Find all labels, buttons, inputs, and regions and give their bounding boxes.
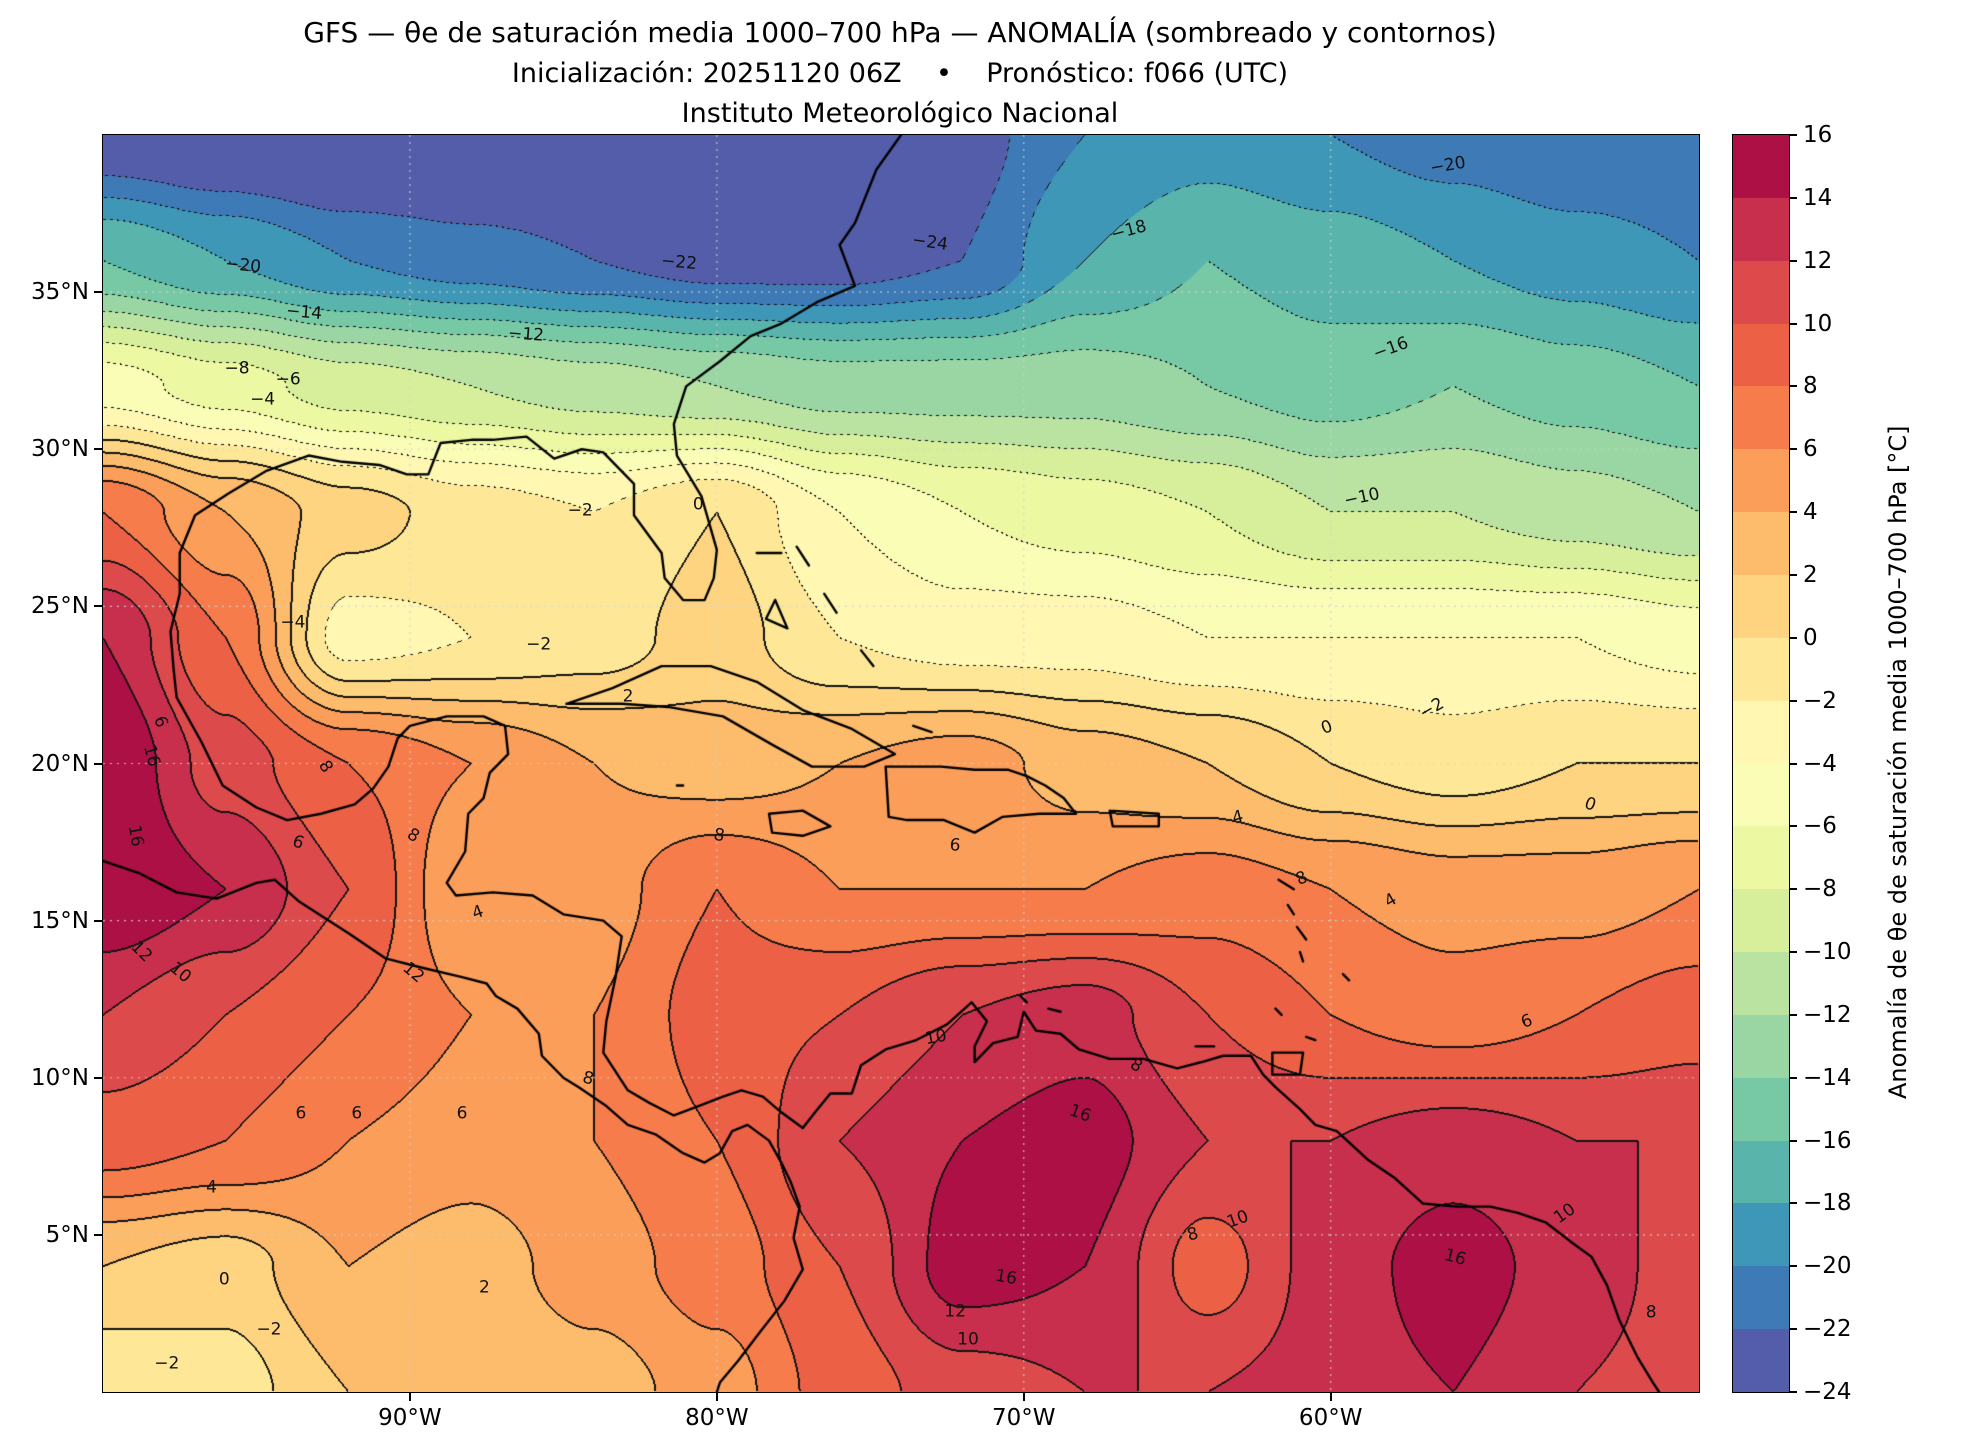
- x-tick-mark: [1329, 1392, 1332, 1401]
- colorbar-bands: [1733, 135, 1789, 1392]
- colorbar-band: [1733, 386, 1789, 450]
- colorbar-tick-mark: [1789, 1328, 1797, 1331]
- colorbar-label: Anomalía de θe de saturación media 1000–…: [1884, 425, 1912, 1100]
- x-tick-label: 70°W: [992, 1405, 1056, 1431]
- colorbar-tick-mark: [1789, 511, 1797, 514]
- colorbar-tick-mark: [1789, 1265, 1797, 1268]
- colorbar-tick-label: −18: [1803, 1190, 1852, 1217]
- colorbar-tick-mark: [1789, 825, 1797, 828]
- map-area: −20 −24 −22 −18 −20 −14 −12 −8 −6 −4 −16 −10 −2 0 −4 −2…: [31, 134, 1700, 1431]
- colorbar-tick-mark: [1789, 385, 1797, 388]
- colorbar-band: [1733, 1140, 1789, 1204]
- x-tick-mark: [408, 1392, 411, 1401]
- y-tick-mark: [94, 1076, 103, 1079]
- colorbar-tick-label: −20: [1803, 1253, 1852, 1280]
- colorbar-band: [1733, 135, 1789, 198]
- y-tick-mark: [94, 762, 103, 765]
- colorbar-band: [1733, 637, 1789, 701]
- y-tick-mark: [94, 291, 103, 294]
- colorbar-band: [1733, 826, 1789, 890]
- colorbar-tick-mark: [1789, 1076, 1797, 1079]
- x-tick-label: 90°W: [378, 1405, 442, 1431]
- colorbar-band: [1733, 449, 1789, 513]
- colorbar-band: [1733, 951, 1789, 1015]
- colorbar-band: [1733, 889, 1789, 952]
- y-tick-label: 5°N: [45, 1221, 89, 1248]
- y-tick-label: 35°N: [31, 279, 89, 306]
- colorbar-tick-mark: [1789, 636, 1797, 639]
- x-tick-label: 80°W: [685, 1405, 749, 1431]
- colorbar-band: [1733, 1014, 1789, 1078]
- colorbar-tick-mark: [1789, 259, 1797, 262]
- y-tick-label: 25°N: [31, 593, 89, 620]
- colorbar-tick-label: −24: [1803, 1379, 1852, 1405]
- colorbar-tick-label: 0: [1803, 624, 1818, 651]
- y-tick-mark: [94, 605, 103, 608]
- colorbar-tick-label: 10: [1803, 310, 1833, 337]
- colorbar-band: [1733, 1203, 1789, 1267]
- colorbar-tick-mark: [1789, 699, 1797, 702]
- colorbar-tick-label: 12: [1803, 247, 1833, 274]
- y-tick-mark: [94, 1233, 103, 1236]
- colorbar-tick-label: −2: [1803, 687, 1837, 714]
- colorbar-tick-label: −14: [1803, 1064, 1852, 1091]
- colorbar-tick-label: −6: [1803, 813, 1837, 840]
- x-tick-mark: [715, 1392, 718, 1401]
- colorbar-tick-mark: [1789, 322, 1797, 325]
- colorbar-band: [1733, 260, 1789, 324]
- y-tick-mark: [94, 919, 103, 922]
- colorbar-band: [1733, 700, 1789, 764]
- colorbar-tick-mark: [1789, 1139, 1797, 1142]
- title-init-forecast: Inicialización: 20251120 06Z • Pronóstic…: [511, 58, 1289, 89]
- colorbar-tick-label: 4: [1803, 499, 1818, 526]
- colorbar-tick-label: 2: [1803, 561, 1818, 588]
- colorbar-tick-mark: [1789, 1013, 1797, 1016]
- colorbar-tick-label: 6: [1803, 436, 1818, 463]
- colorbar-tick-label: −12: [1803, 1001, 1852, 1028]
- colorbar-tick-label: −16: [1803, 1127, 1852, 1154]
- colorbar-tick-label: 14: [1803, 184, 1833, 211]
- colorbar-tick-label: 16: [1803, 122, 1833, 148]
- colorbar-band: [1733, 1329, 1789, 1392]
- colorbar-tick-label: 8: [1803, 373, 1818, 400]
- y-tick-label: 30°N: [31, 436, 89, 463]
- colorbar-band: [1733, 323, 1789, 387]
- colorbar-tick-label: −8: [1803, 876, 1837, 903]
- x-tick-mark: [1022, 1392, 1025, 1401]
- colorbar-band: [1733, 1077, 1789, 1141]
- colorbar-band: [1733, 1266, 1789, 1330]
- colorbar-tick-mark: [1789, 762, 1797, 765]
- colorbar-tick-mark: [1789, 951, 1797, 954]
- colorbar-band: [1733, 763, 1789, 827]
- y-tick-label: 15°N: [31, 907, 89, 934]
- colorbar-tick-label: −10: [1803, 939, 1852, 966]
- colorbar-tick-mark: [1789, 196, 1797, 199]
- colorbar-band: [1733, 512, 1789, 575]
- colorbar-tick-mark: [1789, 888, 1797, 891]
- x-tick-label: 60°W: [1298, 1405, 1363, 1431]
- colorbar-tick-mark: [1789, 134, 1797, 136]
- title-block: GFS — θe de saturación media 1000–700 hP…: [102, 16, 1698, 129]
- colorbar-band: [1733, 574, 1789, 638]
- colorbar-tick-mark: [1789, 448, 1797, 451]
- colorbar-band: [1733, 197, 1789, 261]
- title-institution: Instituto Meteorológico Nacional: [681, 98, 1119, 129]
- colorbar-tick-label: −4: [1803, 750, 1837, 777]
- page-title: GFS — θe de saturación media 1000–700 hP…: [303, 16, 1497, 49]
- y-tick-mark: [94, 448, 103, 451]
- y-tick-label: 10°N: [31, 1064, 89, 1091]
- colorbar-tick-mark: [1789, 1202, 1797, 1205]
- colorbar-tick-label: −22: [1803, 1316, 1852, 1343]
- colorbar-tick-mark: [1789, 573, 1797, 576]
- y-tick-label: 20°N: [31, 750, 89, 777]
- map-canvas: [103, 135, 1699, 1392]
- colorbar: 16 14 12 10 8 6 4 2 0 −2 −4 −6 −8 −10 −12 −14 −16 −18 −20 −…: [1732, 122, 1852, 1405]
- colorbar-ticks: 16 14 12 10 8 6 4 2 0 −2 −4 −6 −8 −10 −12 −14 −16 −18 −20 −…: [1733, 122, 1852, 1405]
- colorbar-tick-mark: [1789, 1391, 1797, 1393]
